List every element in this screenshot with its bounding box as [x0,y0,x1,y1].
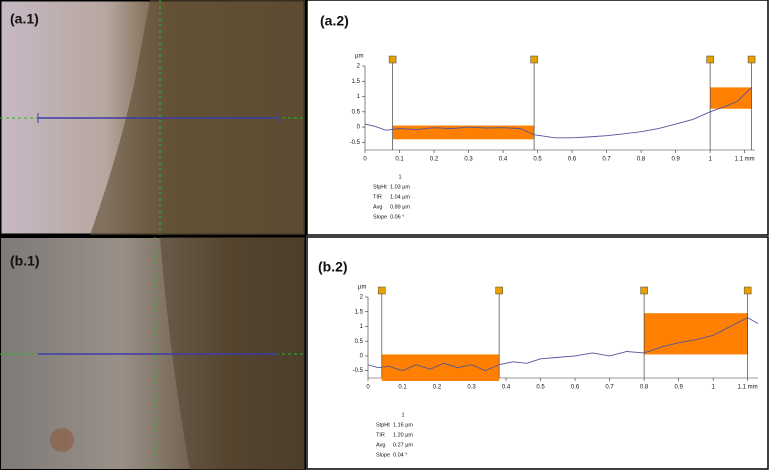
step-band [644,313,748,354]
y-axis-label: µm [358,285,366,291]
x-tick-label: 0.5 [533,157,542,163]
x-tick-label: 0.6 [568,157,577,163]
cursor-marker [641,287,648,294]
x-tick-label: 0.3 [467,385,476,391]
x-tick-label: 0.8 [637,157,646,163]
stat-value: 0.89 µm [390,204,410,210]
step-band [382,354,499,381]
panel-label: (a.2) [320,13,349,29]
panel-label: (b.2) [318,259,348,275]
x-tick-label: 0.6 [571,385,580,391]
cursor-marker [531,56,538,63]
stat-value: 1.16 µm [393,422,413,428]
x-tick-label: 0.7 [605,385,614,391]
stat-value: 0.06 ° [390,214,404,220]
y-axis-label: µm [355,54,363,60]
y-tick-label: 0.5 [352,109,361,115]
x-tick-label: 0.2 [430,157,439,163]
step-band [710,87,751,108]
x-tick-label: 1.1 mm [735,157,755,163]
x-tick-label: 0.7 [602,157,611,163]
stat-value: 0.04 ° [393,452,407,458]
y-tick-label: 1.5 [352,79,361,85]
y-tick-label: -0.5 [350,140,361,146]
image-label: (a.1) [10,11,39,27]
x-tick-label: 1.1 mm [738,385,758,391]
stat-name: StpHt [376,422,390,428]
stat-value: 1.03 µm [390,184,410,190]
image-a1: (a.1) [0,0,305,235]
stat-name: TIR [373,194,382,200]
y-tick-label: 0.5 [355,339,364,345]
x-tick-label: 0.5 [536,385,545,391]
stat-value: 1.20 µm [393,432,413,438]
image-label: (b.1) [10,253,40,269]
x-tick-label: 0.3 [464,157,473,163]
x-tick-label: 0.1 [395,157,404,163]
x-tick-label: 0.4 [499,157,508,163]
figure: (a.1) (b.1) (a.2)µm21.510.50-0.500.10.20… [0,0,769,470]
x-tick-label: 0.9 [674,385,683,391]
image-b1: (b.1) [0,237,305,470]
cursor-marker [389,56,396,63]
stat-name: Avg [376,442,385,448]
stat-name: StpHt [373,184,387,190]
cursor-marker [707,56,714,63]
stat-value: 1.04 µm [390,194,410,200]
x-tick-label: 0.9 [671,157,680,163]
y-tick-label: -0.5 [353,368,364,374]
x-tick-label: 0.2 [433,385,442,391]
stat-name: Avg [373,204,382,210]
y-tick-label: 1.5 [355,309,364,315]
stat-value: 0.27 µm [393,442,413,448]
cursor-marker [744,287,751,294]
x-tick-label: 0.8 [640,385,649,391]
cursor-marker [748,56,755,63]
x-tick-label: 0.1 [398,385,407,391]
cursor-marker [378,287,385,294]
cursor-marker [496,287,503,294]
stats-header: 1 [401,412,404,418]
x-tick-label: 0.4 [502,385,511,391]
stat-name: TIR [376,432,385,438]
stat-name: Slope [373,214,387,220]
stats-header: 1 [398,174,401,180]
stat-name: Slope [376,452,390,458]
